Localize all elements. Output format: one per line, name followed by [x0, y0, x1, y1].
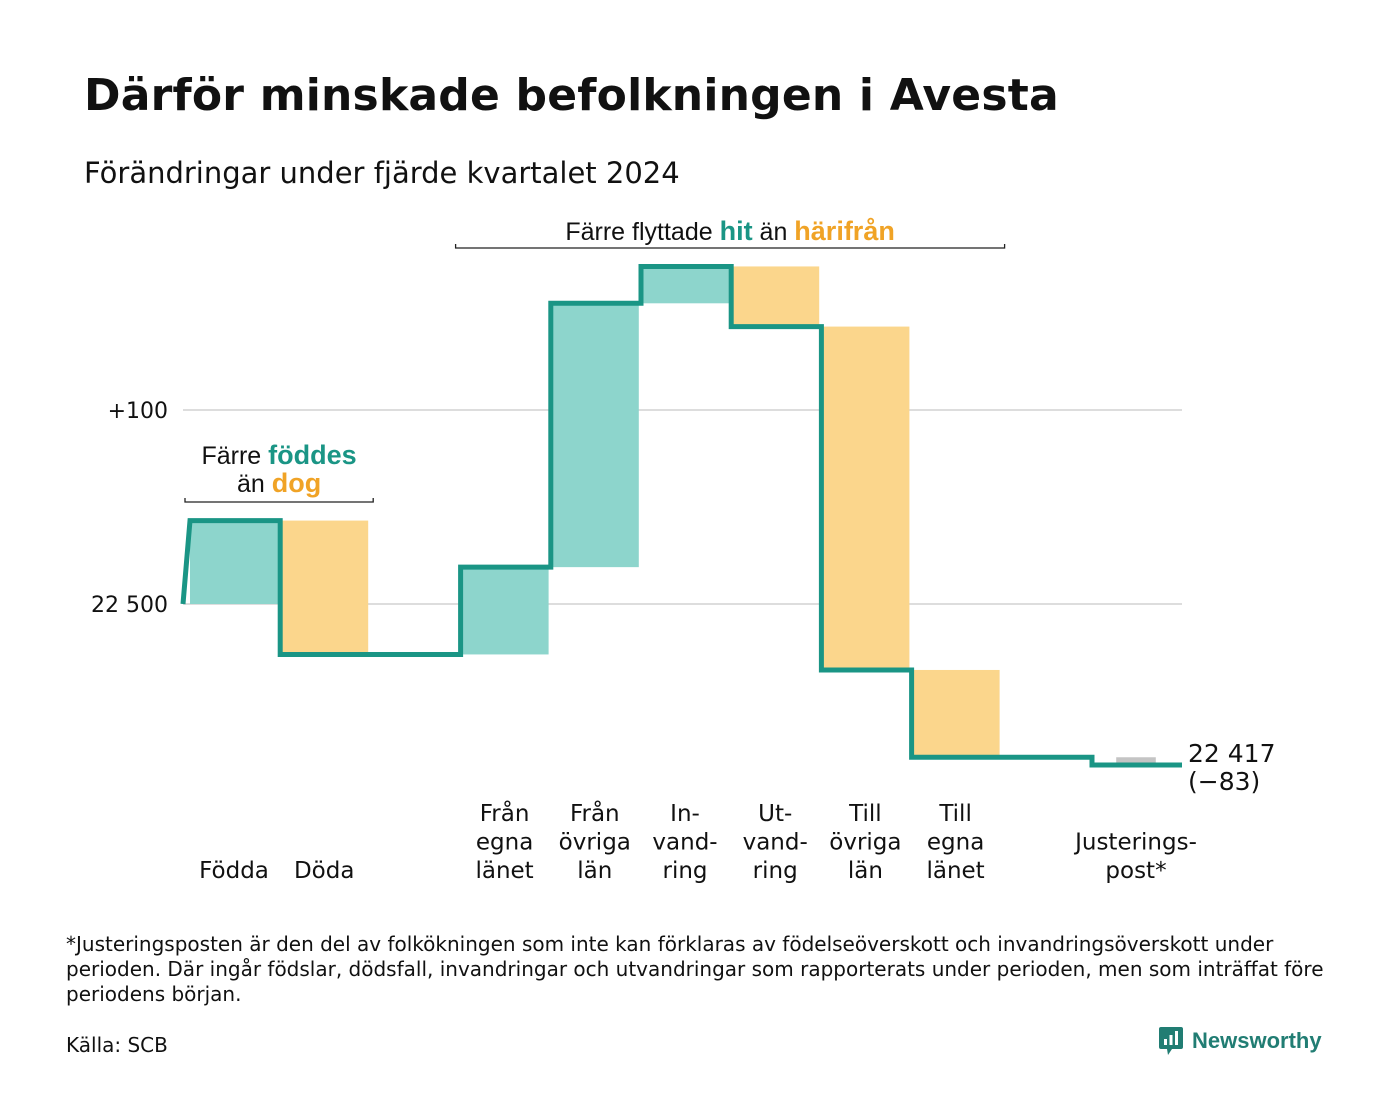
annotation-word: föddes — [268, 440, 357, 470]
annotation-word: hit — [720, 216, 753, 246]
x-category-label: Från — [570, 799, 620, 827]
bar-födda — [190, 520, 278, 604]
annotation-line: än dog — [237, 468, 321, 498]
source-label: Källa: SCB — [66, 1033, 168, 1057]
bar-till-egna-länet — [911, 669, 1000, 758]
x-axis-category-labels: Födda DödaFrånegnalänetFrånövrigalänIn-va… — [199, 799, 1197, 884]
annotation-word: än — [237, 470, 272, 498]
annotation-bracket — [184, 498, 374, 503]
end-value-labels: 22 417(−83) — [1188, 739, 1275, 796]
x-category-label: egna — [927, 830, 984, 856]
end-value-label: 22 417 — [1188, 739, 1275, 768]
x-category-label: Till — [938, 801, 972, 827]
newsworthy-logo-icon — [1159, 1027, 1183, 1055]
x-category-label: In- — [670, 801, 700, 827]
x-category-label: vand- — [652, 830, 717, 856]
x-category-label: egna — [476, 830, 533, 856]
x-category-label: län — [577, 858, 612, 884]
annotation-line: Färre flyttade hit än härifrån — [565, 216, 894, 246]
brand-logo: Newsworthy — [1158, 1026, 1322, 1056]
bar-från-egna-länet — [460, 567, 549, 655]
x-category-label: Födda — [199, 858, 269, 884]
annotation-word: dog — [272, 468, 321, 498]
bar-till-övriga-län — [821, 326, 910, 670]
chart-title: Därför minskade befolkningen i Avesta — [84, 70, 1059, 121]
x-category-label: Döda — [294, 858, 354, 884]
y-tick-label: 22 500 — [91, 593, 168, 618]
annotation-word: än — [753, 218, 795, 246]
waterfall-chart: 22 500+100 Födda DödaFrånegnalänetFrånövr… — [91, 216, 1275, 884]
step-line — [180, 263, 1182, 768]
x-category-label: Från — [480, 799, 530, 827]
x-category-label: länet — [475, 858, 533, 884]
chart-subtitle: Förändringar under fjärde kvartalet 2024 — [84, 156, 680, 190]
bar-in-vand-ring — [641, 266, 729, 304]
x-category-label: Ut- — [758, 801, 792, 827]
bar-justerings-post- — [1116, 757, 1156, 766]
annotation-line: Färre föddes — [201, 440, 356, 470]
x-category-label: Till — [848, 801, 882, 827]
annotation-word: Färre flyttade — [565, 218, 719, 246]
annotation-bracket — [454, 244, 1006, 249]
bar-döda — [280, 520, 369, 655]
x-category-label: ring — [753, 858, 798, 884]
end-change-label: (−83) — [1188, 767, 1260, 796]
x-category-label: vand- — [743, 830, 808, 856]
annotation-word: Färre — [201, 442, 268, 470]
x-category-label: ring — [662, 858, 707, 884]
y-axis-tick-labels: 22 500 +100 — [91, 399, 168, 618]
step-line-path — [180, 263, 1182, 768]
x-category-label: post* — [1105, 858, 1166, 884]
x-category-label: länet — [926, 858, 984, 884]
bar-ut-vand-ring — [731, 266, 820, 327]
annotation-migration: Färre flyttade hit än härifrån — [454, 216, 1006, 249]
x-category-label: övriga — [559, 830, 631, 856]
y-tick-label: +100 — [108, 399, 168, 424]
bars — [190, 266, 1156, 766]
brand-name: Newsworthy — [1192, 1028, 1322, 1053]
bar-från-övriga-län — [550, 303, 639, 568]
x-category-label: Justerings- — [1073, 830, 1197, 856]
footnote: *Justeringsposten är den del av folkökni… — [66, 932, 1324, 1006]
annotation-word: härifrån — [794, 216, 895, 246]
x-category-label: län — [848, 858, 883, 884]
x-category-label: övriga — [829, 830, 901, 856]
